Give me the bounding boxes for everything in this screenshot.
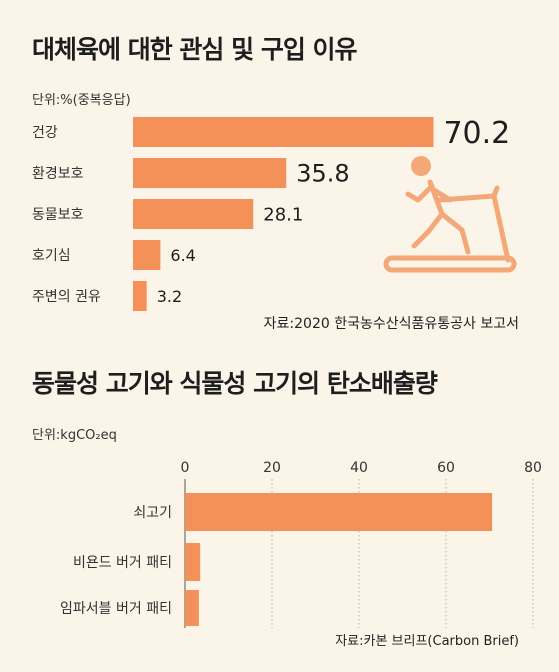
chart2-tick-label: 20 xyxy=(263,460,281,476)
chart2-title: 동물성 고기와 식물성 고기의 탄소배출량 xyxy=(32,369,438,398)
treadmill-runner-icon xyxy=(383,156,517,273)
chart1-category-label: 환경보호 xyxy=(32,166,84,182)
chart1-bar xyxy=(133,117,434,147)
chart1-bar xyxy=(133,240,161,270)
chart2-bar xyxy=(185,493,493,531)
chart1-bar xyxy=(133,281,147,311)
chart2-category-label: 임파서블 버거 패티 xyxy=(60,601,172,617)
chart2-tick-label: 80 xyxy=(524,460,542,476)
chart2-category-label: 쇠고기 xyxy=(133,505,172,521)
chart2-bar xyxy=(185,590,199,626)
chart1-category-label: 호기심 xyxy=(32,248,71,264)
chart2-source: 자료:카본 브리프(Carbon Brief) xyxy=(335,634,519,649)
chart2-tick-label: 0 xyxy=(181,460,190,476)
chart2-tick-label: 40 xyxy=(350,460,368,476)
chart1-value-label: 70.2 xyxy=(443,116,510,151)
chart1-category-label: 건강 xyxy=(32,125,58,141)
chart1-value-label: 28.1 xyxy=(263,204,303,225)
chart1-plot: 건강 70.2 환경보호 35.8 동물보호 28.1 호기심 6.4 주변의 권유 3.2 xyxy=(32,116,510,311)
chart1-unit: 단위:%(중복응답) xyxy=(32,93,131,108)
chart2-unit: 단위:kgCO₂eq xyxy=(32,428,117,443)
chart1-category-label: 동물보호 xyxy=(32,207,84,223)
chart2-tick-label: 60 xyxy=(437,460,455,476)
chart1-bar xyxy=(133,158,287,188)
chart1-value-label: 35.8 xyxy=(296,160,349,188)
chart2-category-label: 비욘드 버거 패티 xyxy=(73,555,172,571)
chart1-bar xyxy=(133,199,254,229)
chart2-bar xyxy=(185,543,201,581)
chart1-source: 자료:2020 한국농수산식품유통공사 보고서 xyxy=(263,316,519,332)
chart1-value-label: 3.2 xyxy=(157,287,182,306)
chart1-title: 대체육에 대한 관심 및 구입 이유 xyxy=(32,35,358,64)
chart1-category-label: 주변의 권유 xyxy=(32,289,101,305)
chart1-value-label: 6.4 xyxy=(170,246,195,265)
